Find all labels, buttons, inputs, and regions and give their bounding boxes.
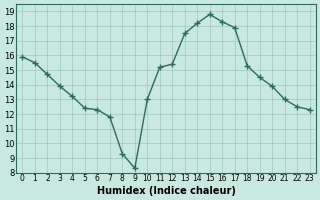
X-axis label: Humidex (Indice chaleur): Humidex (Indice chaleur) (97, 186, 236, 196)
